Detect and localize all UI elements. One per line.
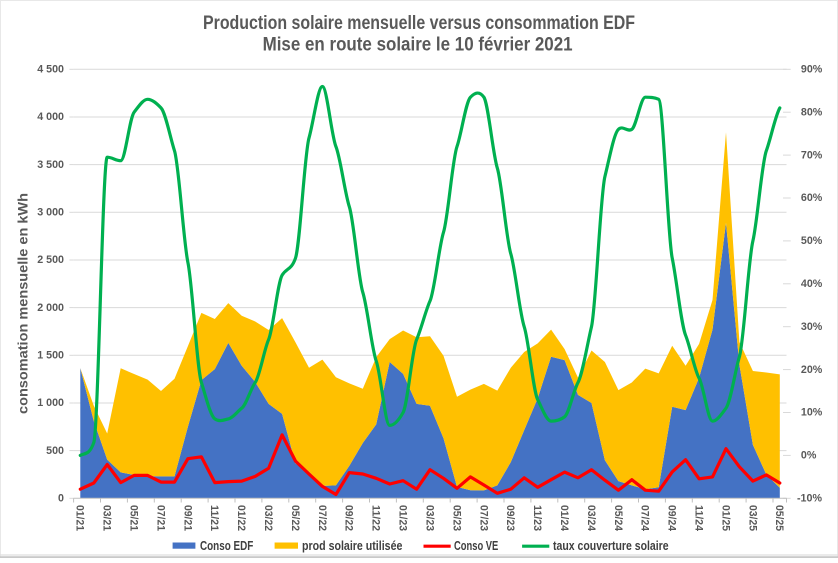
svg-text:09/22: 09/22	[343, 505, 355, 531]
svg-text:01/24: 01/24	[558, 505, 570, 531]
svg-text:10%: 10%	[801, 407, 823, 419]
svg-text:4 000: 4 000	[37, 111, 64, 123]
svg-text:1 000: 1 000	[37, 397, 64, 409]
svg-text:05/23: 05/23	[450, 505, 462, 531]
svg-text:01/21: 01/21	[74, 505, 86, 531]
svg-text:20%: 20%	[801, 364, 823, 376]
svg-text:50%: 50%	[801, 235, 823, 247]
svg-text:consomation mensuelle en kWh: consomation mensuelle en kWh	[16, 193, 31, 414]
svg-text:03/22: 03/22	[262, 505, 274, 531]
svg-text:05/21: 05/21	[128, 505, 140, 531]
svg-text:05/24: 05/24	[612, 505, 624, 531]
svg-text:07/23: 07/23	[477, 505, 489, 531]
svg-text:0%: 0%	[801, 450, 817, 462]
svg-text:80%: 80%	[801, 106, 823, 118]
svg-text:3 500: 3 500	[37, 159, 64, 171]
svg-text:1 500: 1 500	[37, 350, 64, 362]
svg-text:07/24: 07/24	[639, 505, 651, 531]
svg-text:3 000: 3 000	[37, 207, 64, 219]
svg-text:60%: 60%	[801, 192, 823, 204]
svg-text:05/25: 05/25	[773, 505, 785, 531]
svg-text:-10%: -10%	[797, 493, 822, 505]
svg-text:03/25: 03/25	[746, 505, 758, 531]
svg-text:Conso EDF: Conso EDF	[200, 539, 254, 553]
svg-text:0: 0	[58, 493, 64, 505]
svg-text:40%: 40%	[801, 278, 823, 290]
svg-text:01/25: 01/25	[719, 505, 731, 531]
svg-text:11/23: 11/23	[531, 505, 543, 531]
svg-text:Production solaire mensuelle v: Production solaire mensuelle versus cons…	[203, 13, 635, 34]
svg-text:30%: 30%	[801, 321, 823, 333]
svg-text:Conso VE: Conso VE	[454, 539, 498, 553]
svg-text:09/23: 09/23	[504, 505, 516, 531]
svg-text:prod solaire utilisée: prod solaire utilisée	[302, 539, 402, 553]
svg-text:500: 500	[46, 445, 64, 457]
svg-text:taux couverture solaire: taux couverture solaire	[553, 539, 669, 553]
svg-text:03/21: 03/21	[101, 505, 113, 531]
svg-text:11/24: 11/24	[693, 505, 705, 531]
svg-text:2 000: 2 000	[37, 302, 64, 314]
svg-text:11/22: 11/22	[370, 505, 382, 531]
svg-text:2 500: 2 500	[37, 254, 64, 266]
svg-text:09/21: 09/21	[181, 505, 193, 531]
svg-text:07/21: 07/21	[154, 505, 166, 531]
svg-text:01/23: 01/23	[397, 505, 409, 531]
svg-text:09/24: 09/24	[666, 505, 678, 531]
svg-text:90%: 90%	[801, 64, 823, 76]
svg-text:03/24: 03/24	[585, 505, 597, 531]
svg-text:01/22: 01/22	[235, 505, 247, 531]
svg-text:4 500: 4 500	[37, 64, 64, 76]
svg-text:05/22: 05/22	[289, 505, 301, 531]
svg-text:Mise en route solaire le 10 fé: Mise en route solaire le 10 février 2021	[263, 35, 573, 56]
svg-text:70%: 70%	[801, 149, 823, 161]
svg-text:03/23: 03/23	[423, 505, 435, 531]
svg-text:11/21: 11/21	[208, 505, 220, 531]
svg-text:07/22: 07/22	[316, 505, 328, 531]
